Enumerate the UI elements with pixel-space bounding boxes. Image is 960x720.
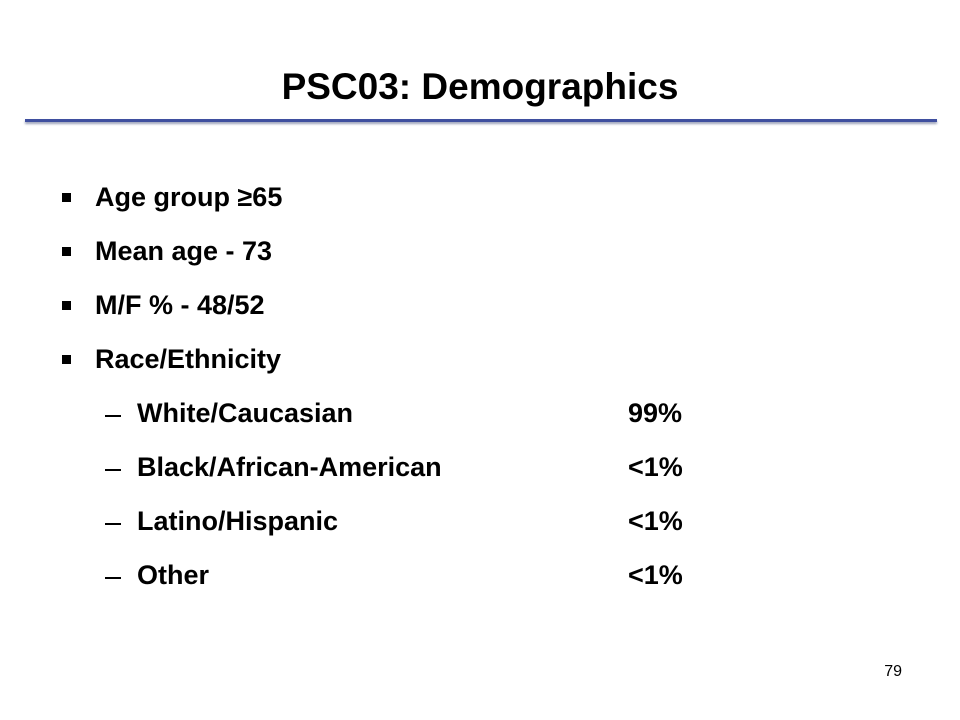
sub-bullet-marker [105,523,121,525]
bullet-text: Mean age - 73 [95,236,273,266]
bullet-text: M/F % - 48/52 [95,290,265,320]
bullet-marker [62,193,71,202]
sub-bullet-marker [105,469,121,471]
sub-item-label: Black/African-American [137,452,442,482]
sub-item-value: <1% [628,506,683,536]
title-rule [25,119,937,122]
sub-item-value: 99% [628,398,683,428]
sub-item-label: Latino/Hispanic [137,506,339,536]
bullet-marker [62,247,71,256]
slide-title: PSC03: Demographics [281,66,679,107]
sub-item-value: <1% [628,560,683,590]
sub-item-label: Other [137,560,210,590]
sub-bullet-marker [105,415,121,417]
sub-bullet-marker [105,577,121,579]
sub-item-value: <1% [628,452,683,482]
bullet-marker [62,355,71,364]
bullet-text: Race/Ethnicity [95,344,282,374]
bullet-marker [62,301,71,310]
sub-item-label: White/Caucasian [137,398,354,428]
bullet-text: Age group ≥65 [95,182,283,212]
page-number: 79 [884,663,902,680]
